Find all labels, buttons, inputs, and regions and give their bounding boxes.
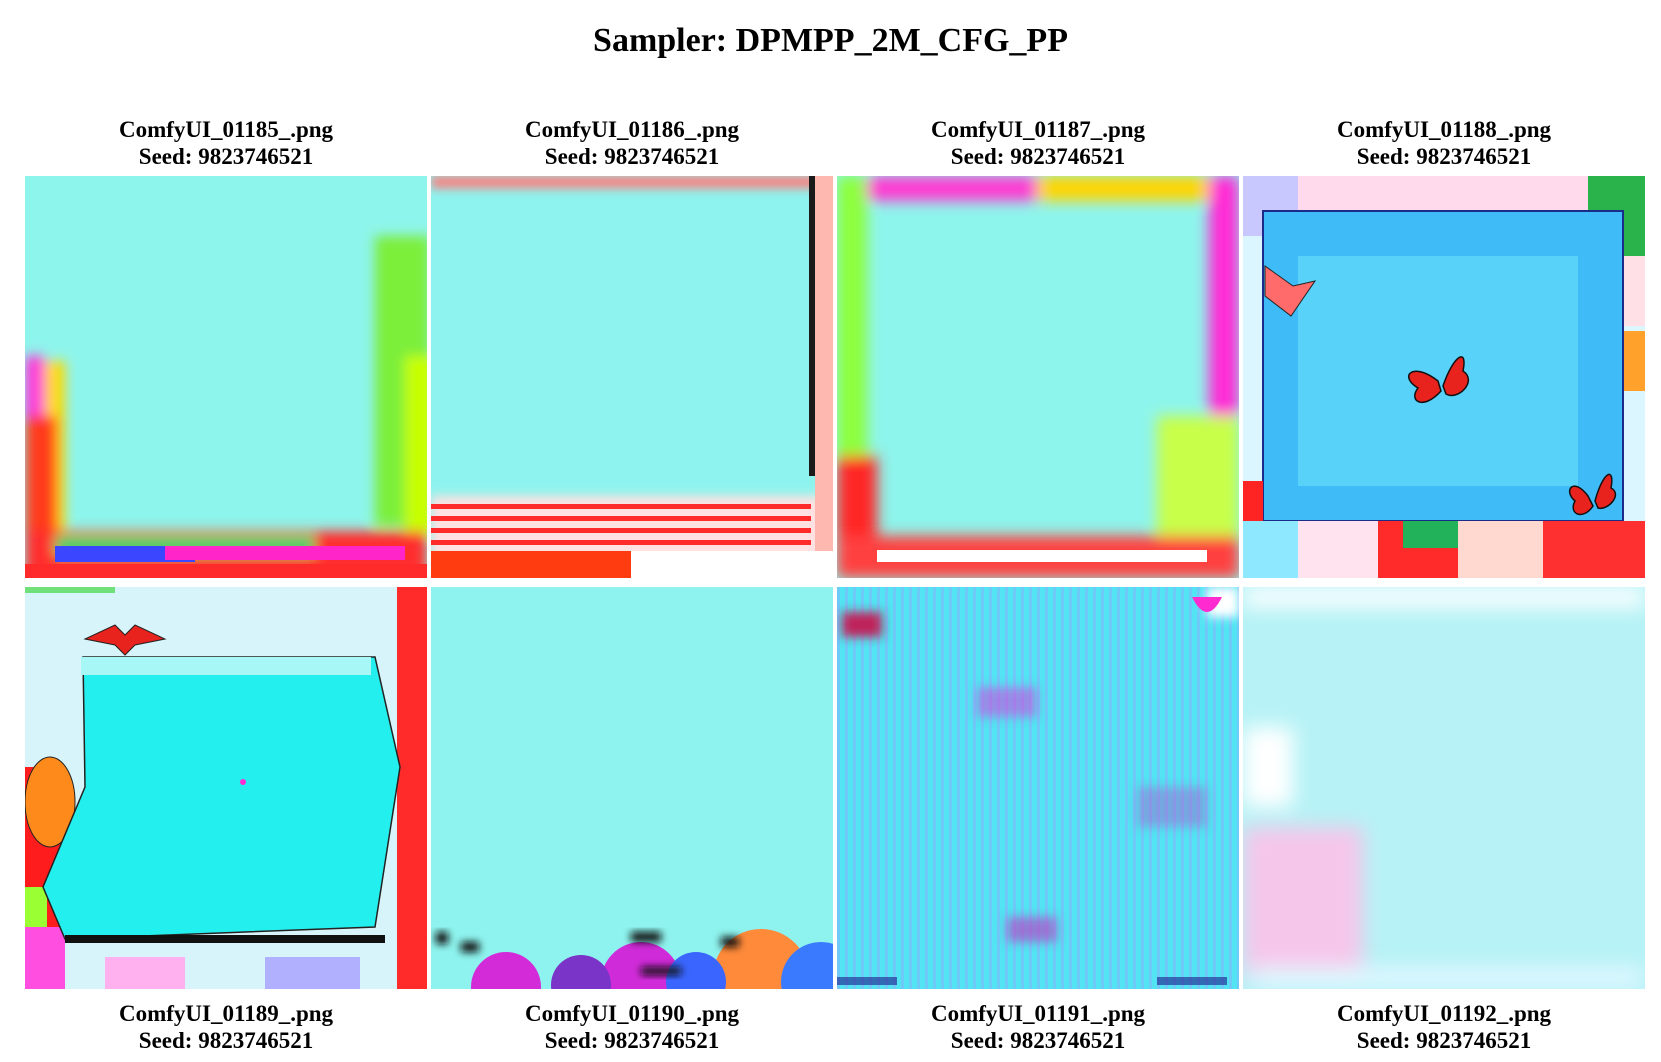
- image-caption-2: ComfyUI_01186_.png Seed: 9823746521: [431, 116, 833, 170]
- image-filename: ComfyUI_01191_.png: [930, 1001, 1146, 1026]
- image-caption-4: ComfyUI_01188_.png Seed: 9823746521: [1243, 116, 1645, 170]
- image-caption-6: ComfyUI_01190_.png Seed: 9823746521: [431, 1000, 833, 1054]
- image-caption-8: ComfyUI_01192_.png Seed: 9823746521: [1243, 1000, 1645, 1054]
- image-caption-1: ComfyUI_01185_.png Seed: 9823746521: [25, 116, 427, 170]
- image-seed: Seed: 9823746521: [544, 144, 720, 169]
- image-seed: Seed: 9823746521: [950, 144, 1126, 169]
- image-seed: Seed: 9823746521: [1356, 1028, 1532, 1053]
- image-filename: ComfyUI_01189_.png: [118, 1001, 334, 1026]
- image-seed: Seed: 9823746521: [138, 144, 314, 169]
- image-caption-7: ComfyUI_01191_.png Seed: 9823746521: [837, 1000, 1239, 1054]
- generated-image-3: [837, 176, 1239, 578]
- image-seed: Seed: 9823746521: [1356, 144, 1532, 169]
- generated-image-6: [431, 587, 833, 989]
- generated-image-8: [1243, 587, 1645, 989]
- generated-image-4: [1243, 176, 1645, 578]
- image-caption-3: ComfyUI_01187_.png Seed: 9823746521: [837, 116, 1239, 170]
- image-caption-5: ComfyUI_01189_.png Seed: 9823746521: [25, 1000, 427, 1054]
- generated-image-1: [25, 176, 427, 578]
- image-filename: ComfyUI_01188_.png: [1336, 117, 1552, 142]
- page-title: Sampler: DPMPP_2M_CFG_PP: [593, 22, 1068, 59]
- image-filename: ComfyUI_01192_.png: [1336, 1001, 1552, 1026]
- image-seed: Seed: 9823746521: [138, 1028, 314, 1053]
- generated-image-5: [25, 587, 427, 989]
- generated-image-2: [431, 176, 833, 578]
- image-seed: Seed: 9823746521: [544, 1028, 720, 1053]
- image-seed: Seed: 9823746521: [950, 1028, 1126, 1053]
- image-filename: ComfyUI_01186_.png: [524, 117, 740, 142]
- image-filename: ComfyUI_01187_.png: [930, 117, 1146, 142]
- generated-image-7: [837, 587, 1239, 989]
- image-filename: ComfyUI_01185_.png: [118, 117, 334, 142]
- image-filename: ComfyUI_01190_.png: [524, 1001, 740, 1026]
